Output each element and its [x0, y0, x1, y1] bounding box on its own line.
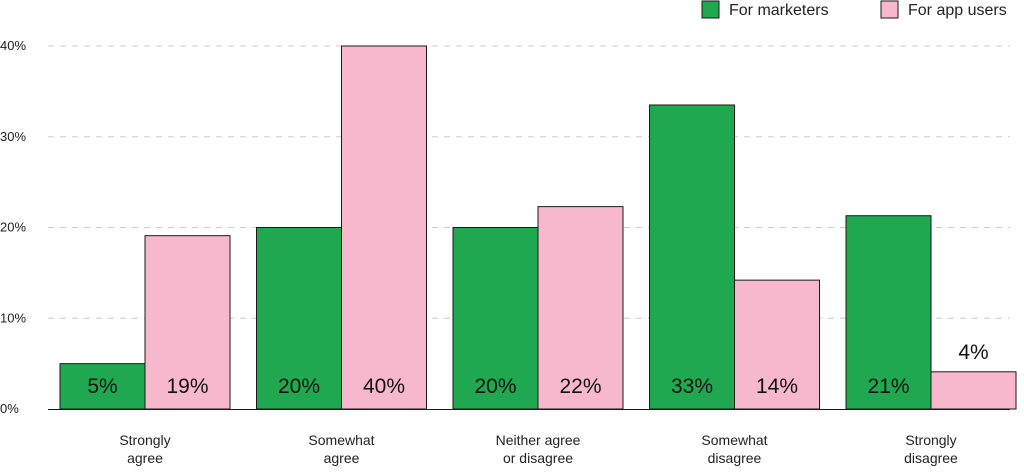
x-axis: Strongly agree Somewhat agree Neither agree o… [48, 409, 1010, 466]
bar [452, 227, 539, 410]
data-label: 19% [166, 375, 208, 398]
x-tick-label: Somewhat [308, 432, 374, 448]
legend-label: For app users [908, 2, 1007, 19]
bar [649, 104, 735, 410]
data-label: 20% [278, 375, 320, 398]
data-label: 14% [756, 375, 798, 398]
bar [845, 215, 932, 410]
data-label: 21% [867, 375, 909, 398]
bar [734, 279, 820, 410]
x-tick-label: disagree [708, 450, 762, 466]
x-tick-label: Somewhat [701, 432, 767, 448]
data-label: 5% [87, 375, 117, 398]
x-tick-label: disagree [904, 450, 958, 466]
bar [537, 206, 624, 410]
data-label: 33% [671, 375, 713, 398]
data-label: 4% [958, 341, 988, 364]
y-tick-label: 0% [0, 401, 19, 416]
x-tick-label: Neither agree [496, 432, 581, 448]
y-tick-label: 40% [0, 38, 26, 53]
legend-swatch [880, 0, 899, 19]
bars [59, 45, 1017, 410]
bar [930, 371, 1017, 410]
data-labels: 5% 19% 20% 40% 20% 22% 33% 14% 21% 4% [87, 341, 988, 398]
legend: For marketers For app users [701, 0, 1007, 19]
bar [256, 227, 342, 410]
data-label: 40% [363, 375, 405, 398]
x-tick-label: agree [324, 450, 360, 466]
data-label: 22% [559, 375, 601, 398]
data-label: 20% [474, 375, 516, 398]
x-tick-label: or disagree [503, 450, 573, 466]
bar [59, 363, 146, 410]
y-axis: 0% 10% 20% 30% 40% [0, 38, 26, 416]
x-tick-label: Strongly [119, 432, 170, 448]
legend-swatch [701, 0, 720, 19]
x-tick-label: Strongly [905, 432, 956, 448]
bar [341, 45, 427, 410]
y-tick-label: 20% [0, 220, 26, 235]
legend-label: For marketers [729, 2, 829, 19]
x-tick-label: agree [127, 450, 163, 466]
y-tick-label: 30% [0, 129, 26, 144]
y-tick-label: 10% [0, 310, 26, 325]
